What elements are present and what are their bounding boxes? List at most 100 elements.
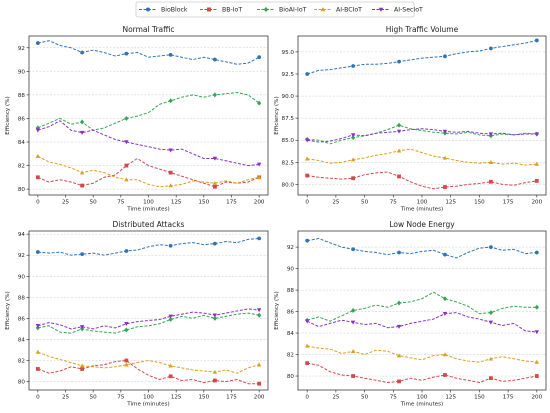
x-tick-label: 150 [198, 395, 209, 401]
x-tick-label: 125 [171, 200, 182, 206]
data-point [305, 238, 310, 243]
plot-frame [28, 35, 269, 196]
chart-title: Distributed Attacks [113, 220, 185, 229]
x-tick-label: 75 [390, 395, 398, 401]
y-tick-label: 80 [18, 380, 26, 386]
legend-frame [135, 1, 415, 18]
data-point [442, 352, 448, 357]
data-point [80, 119, 85, 125]
data-point [305, 319, 310, 324]
data-point [80, 252, 85, 257]
x-tick-label: 175 [503, 200, 514, 206]
x-tick-label: 0 [36, 395, 40, 401]
series-bb-iot [35, 358, 262, 386]
data-point [212, 180, 218, 185]
data-point [256, 175, 262, 180]
data-point [396, 324, 402, 329]
x-tick-label: 50 [361, 200, 369, 206]
data-point [212, 315, 217, 321]
series-line [307, 128, 537, 143]
data-point [534, 132, 539, 137]
y-tick-label: 86 [18, 316, 26, 322]
data-point [80, 183, 85, 188]
chart-title: High Traffic Volume [386, 25, 459, 34]
data-point [396, 300, 402, 306]
data-point [168, 363, 173, 368]
x-tick-label: 125 [445, 395, 456, 401]
legend-marker-triangle-up [320, 7, 326, 12]
data-point [396, 148, 402, 153]
y-tick-label: 95.0 [282, 50, 295, 56]
legend-label: AI-BCIoT [336, 7, 362, 14]
y-tick-label: 80 [18, 187, 26, 193]
data-point [168, 316, 173, 322]
y-tick-label: 88 [18, 295, 26, 301]
x-tick-label: 25 [62, 395, 70, 401]
data-point [488, 310, 493, 316]
series-ai-seciot [35, 308, 262, 330]
y-tick-label: 90 [287, 267, 295, 273]
data-point [168, 243, 173, 248]
x-tick-label: 175 [226, 200, 237, 206]
series-bioblock [305, 38, 539, 76]
y-axis-label: Efficiency (%) [5, 96, 11, 134]
data-point [212, 378, 217, 383]
data-point [397, 59, 401, 64]
x-tick-label: 200 [531, 200, 542, 206]
chart-panels: Normal Traffic 0 25 50 75 100 125 150 175 200 80 82… [5, 25, 547, 408]
data-point [124, 327, 129, 333]
x-tick-label: 100 [143, 200, 154, 206]
data-point [124, 140, 129, 145]
series-line [307, 238, 537, 259]
y-tick-label: 94 [18, 232, 26, 238]
y-tick-label: 92 [18, 46, 25, 52]
data-point [351, 308, 356, 313]
x-tick-label: 50 [90, 200, 98, 206]
series-line [307, 124, 537, 145]
chart-panel: High Traffic Volume 0 25 50 75 100 125 150 175 20… [274, 25, 547, 213]
legend-marker-triangle-down [378, 7, 384, 12]
series-line [37, 312, 260, 334]
y-tick-label: 82 [18, 359, 25, 365]
series-ai-seciot [35, 120, 262, 167]
x-tick-label: 0 [36, 200, 40, 206]
series-ai-bciot [35, 153, 262, 188]
data-point [79, 363, 85, 368]
y-axis-label: Efficiency (%) [274, 96, 280, 134]
data-point [168, 374, 173, 379]
x-tick-label: 100 [417, 395, 428, 401]
y-tick-label: 92.5 [282, 72, 295, 78]
data-point [79, 325, 85, 330]
legend: BioBlock BB-IoT BioAI-IoT AI-BCIoT AI-SecIoT [135, 1, 423, 18]
series-line [37, 237, 260, 256]
y-tick-label: 82 [18, 164, 25, 170]
x-tick-label: 0 [305, 395, 309, 401]
x-tick-label: 175 [226, 395, 237, 401]
data-point [168, 314, 173, 319]
series-bb-iot [305, 361, 539, 384]
series-line [37, 351, 260, 374]
data-point [305, 156, 310, 161]
legend-marker-diamond [263, 6, 269, 13]
chart-panel: Distributed Attacks 0 25 50 75 100 125 150 175 20… [5, 220, 269, 408]
y-tick-label: 88 [18, 93, 26, 99]
legend-label: BB-IoT [222, 7, 242, 14]
series-line [37, 360, 260, 385]
y-tick-label: 86 [18, 116, 26, 122]
data-point [351, 247, 356, 252]
data-point [35, 324, 41, 329]
data-point [534, 330, 539, 335]
y-tick-label: 84 [287, 331, 295, 337]
x-tick-label: 150 [198, 200, 209, 206]
data-point [124, 177, 129, 182]
data-point [257, 100, 262, 106]
data-point [257, 55, 262, 60]
series-bb-iot [305, 171, 539, 190]
series-ai-bciot [305, 148, 539, 166]
x-tick-label: 25 [332, 200, 340, 206]
data-point [212, 241, 217, 246]
series-line [307, 345, 537, 363]
x-tick-label: 200 [254, 395, 265, 401]
y-axis-label: Efficiency (%) [274, 291, 280, 329]
series-line [37, 120, 260, 167]
